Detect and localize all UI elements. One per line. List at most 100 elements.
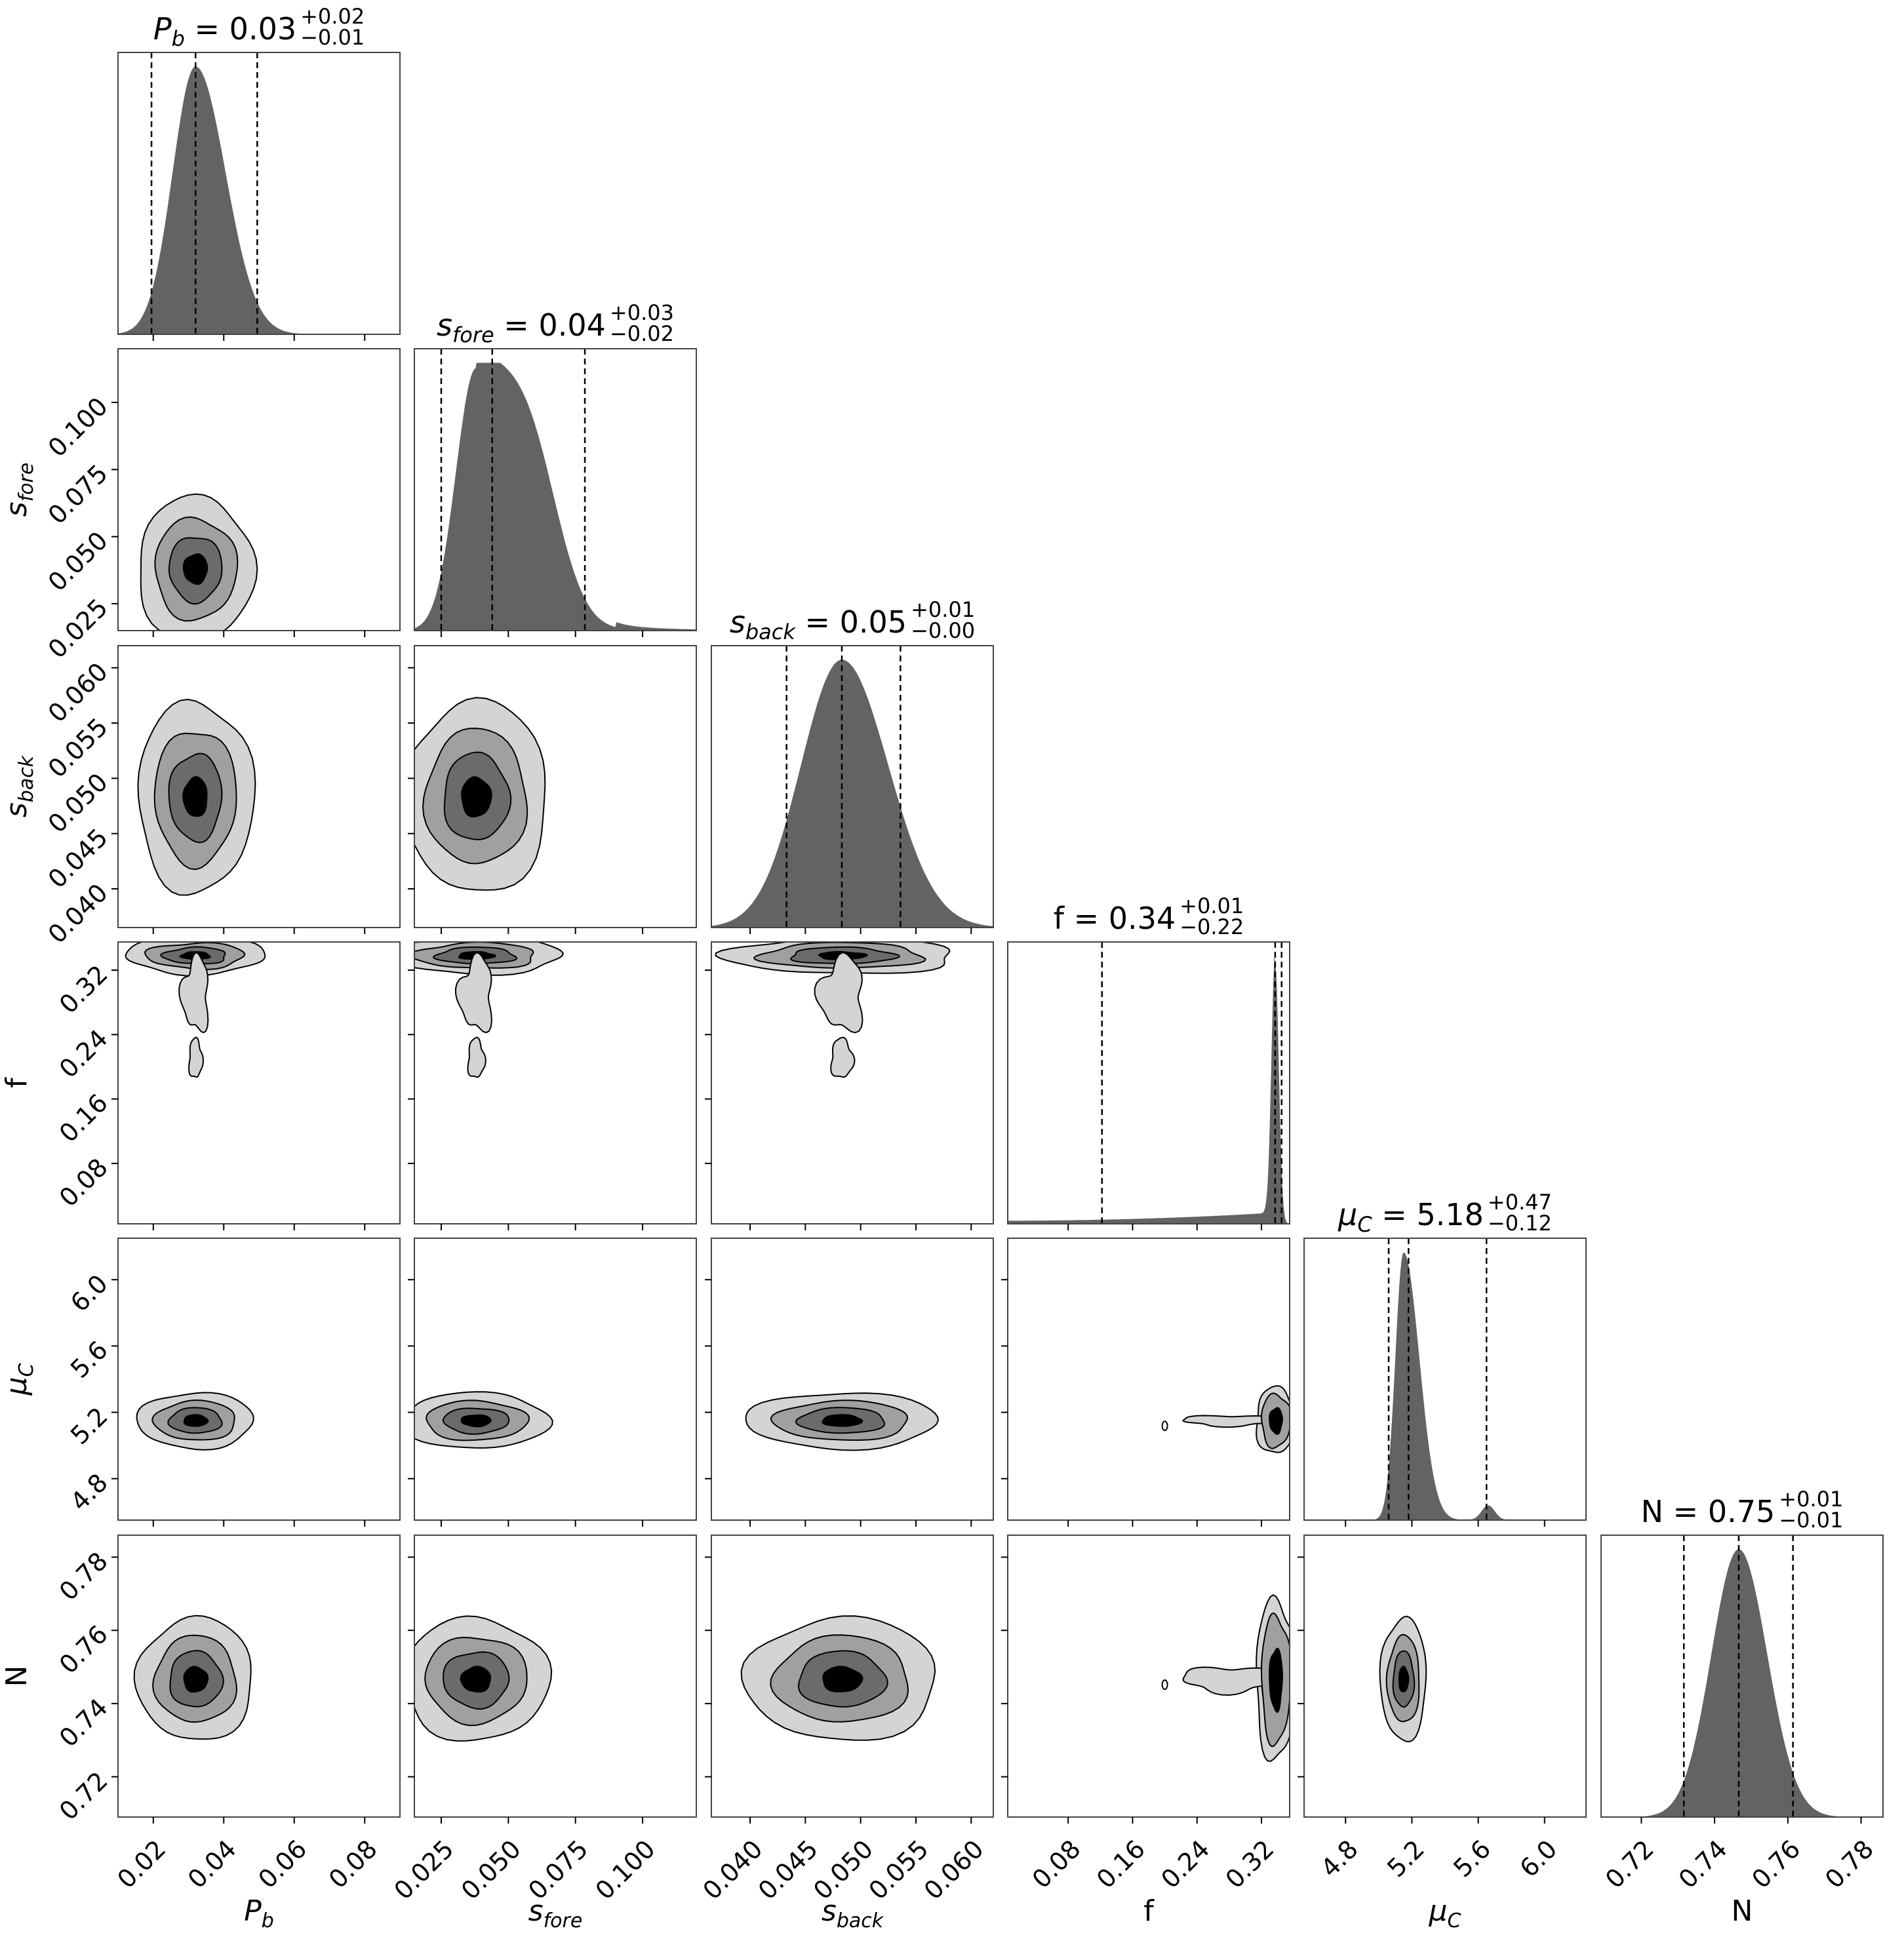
contour-level-4 xyxy=(182,775,208,817)
contour-level-4 xyxy=(183,1414,209,1427)
title-plus-err-sback: +0.01 xyxy=(911,597,975,622)
panel-title-sfore: sfore = 0.04 xyxy=(437,307,606,347)
contour-level-4 xyxy=(460,1414,492,1428)
contour-tail xyxy=(814,952,863,1034)
y-tick-label-muc: 6.0 xyxy=(65,1269,113,1318)
title-plus-err-f: +0.01 xyxy=(1180,893,1244,918)
x-axis-label-sback: sback xyxy=(822,1894,884,1932)
panel-frame xyxy=(711,645,994,928)
contour-panel-sback-muc xyxy=(711,1238,994,1521)
x-tick-label-n: 0.78 xyxy=(1819,1834,1879,1894)
x-axis-label-muc: μC xyxy=(1429,1894,1461,1932)
title-plus-err-pb: +0.02 xyxy=(300,4,365,29)
panel-frame xyxy=(414,1535,697,1818)
hist-panel-pb: Pb = 0.03 +0.02−0.01 xyxy=(117,4,401,335)
panel-title-sback: sback = 0.05 xyxy=(730,604,907,644)
panel-title-pb: Pb = 0.03 xyxy=(153,11,296,51)
panel-frame xyxy=(414,1238,697,1521)
title-minus-err-f: −0.22 xyxy=(1180,914,1244,939)
y-tick-label-sback: 0.060 xyxy=(43,657,113,728)
contour-panel-sback-n xyxy=(711,1535,994,1818)
contour-tail xyxy=(454,952,492,1034)
x-tick-label-n: 0.74 xyxy=(1673,1834,1733,1894)
x-tick-label-sback: 0.045 xyxy=(753,1834,823,1905)
panel-title-n: N = 0.75 xyxy=(1641,1494,1775,1529)
panel-frame xyxy=(1303,1535,1587,1818)
y-axis-label-sback: sback xyxy=(0,754,38,817)
panel-frame xyxy=(117,1535,401,1818)
panel-frame xyxy=(711,1535,994,1818)
contour-tail xyxy=(178,952,209,1034)
contour-panel-f-muc xyxy=(1007,1238,1290,1521)
hist-panel-sback: sback = 0.05 +0.01−0.00 xyxy=(711,597,994,928)
panel-frame xyxy=(117,348,401,631)
panel-title-muc: μC = 5.18 xyxy=(1338,1197,1484,1237)
y-tick-label-sfore: 0.025 xyxy=(43,593,113,664)
hist-panel-n: N = 0.75 +0.01−0.01 xyxy=(1600,1487,1884,1818)
y-axis-label-f: f xyxy=(0,1077,33,1088)
title-minus-err-sfore: −0.02 xyxy=(610,321,674,346)
x-tick-label-f: 0.24 xyxy=(1155,1834,1215,1894)
panel-frame xyxy=(414,348,697,631)
x-tick-label-sback: 0.040 xyxy=(698,1834,768,1905)
title-plus-err-muc: +0.47 xyxy=(1488,1190,1552,1215)
contour-level-4 xyxy=(822,1666,863,1692)
x-axis-label-pb: Pb xyxy=(244,1894,274,1932)
contour-panel-f-n xyxy=(1007,1535,1290,1818)
x-tick-label-muc: 5.2 xyxy=(1381,1834,1430,1883)
contour-wing xyxy=(1182,1666,1276,1696)
title-minus-err-muc: −0.12 xyxy=(1488,1211,1552,1236)
title-plus-err-sfore: +0.03 xyxy=(610,300,674,325)
contour-panel-pb-f xyxy=(117,941,401,1224)
panel-frame xyxy=(1007,1238,1290,1521)
contour-islet xyxy=(1161,1679,1168,1690)
y-tick-label-n: 0.72 xyxy=(54,1766,113,1826)
hist-area-sback xyxy=(711,659,993,928)
x-tick-label-f: 0.32 xyxy=(1220,1834,1280,1894)
y-tick-label-n: 0.74 xyxy=(54,1693,113,1753)
hist-area-n xyxy=(1601,1549,1883,1817)
panel-frame xyxy=(117,645,401,928)
contour-blob xyxy=(188,1036,205,1078)
contour-blob xyxy=(467,1036,486,1078)
y-tick-label-sback: 0.045 xyxy=(43,823,113,893)
contour-panel-sfore-sback xyxy=(414,645,697,928)
y-tick-label-muc: 5.6 xyxy=(65,1335,113,1384)
x-tick-label-pb: 0.04 xyxy=(182,1834,242,1894)
hist-panel-sfore: sfore = 0.04 +0.03−0.02 xyxy=(414,300,697,631)
contour-panel-muc-n xyxy=(1303,1535,1587,1818)
contour-panel-pb-n xyxy=(117,1535,401,1818)
panel-frame xyxy=(414,645,697,928)
contour-level-4 xyxy=(460,1666,492,1692)
contour-panel-pb-sback xyxy=(117,645,401,928)
y-tick-label-sback: 0.040 xyxy=(43,878,113,949)
y-axis-label-n: N xyxy=(0,1666,33,1687)
contour-islet xyxy=(1161,1420,1168,1432)
x-axis-label-sfore: sfore xyxy=(528,1894,583,1932)
x-tick-label-muc: 6.0 xyxy=(1514,1834,1562,1883)
panel-frame xyxy=(711,1238,994,1521)
hist-panel-f: f = 0.34 +0.01−0.22 xyxy=(1007,893,1290,1224)
hist-area-sfore xyxy=(414,362,696,631)
panel-frame xyxy=(1303,1238,1587,1521)
title-plus-err-n: +0.01 xyxy=(1779,1487,1843,1512)
x-tick-label-muc: 4.8 xyxy=(1315,1834,1364,1883)
contour-level-4 xyxy=(461,776,492,818)
hist-area-pb xyxy=(118,66,400,334)
y-tick-label-f: 0.24 xyxy=(54,1024,113,1084)
panel-frame xyxy=(117,941,401,1224)
y-tick-label-sfore: 0.075 xyxy=(43,459,113,530)
contour-peak xyxy=(1269,1647,1283,1713)
x-tick-label-n: 0.76 xyxy=(1746,1834,1806,1894)
hist-area-muc xyxy=(1304,1252,1586,1520)
contour-panel-pb-sfore xyxy=(117,348,401,631)
panel-title-f: f = 0.34 xyxy=(1054,901,1176,936)
x-tick-label-sfore: 0.100 xyxy=(590,1834,661,1905)
y-tick-label-sfore: 0.100 xyxy=(43,392,113,463)
y-tick-label-sback: 0.055 xyxy=(43,713,113,783)
panel-frame xyxy=(117,1238,401,1521)
panel-frame xyxy=(1007,941,1290,1224)
x-tick-label-pb: 0.08 xyxy=(323,1834,383,1894)
x-tick-label-sfore: 0.025 xyxy=(388,1834,459,1905)
